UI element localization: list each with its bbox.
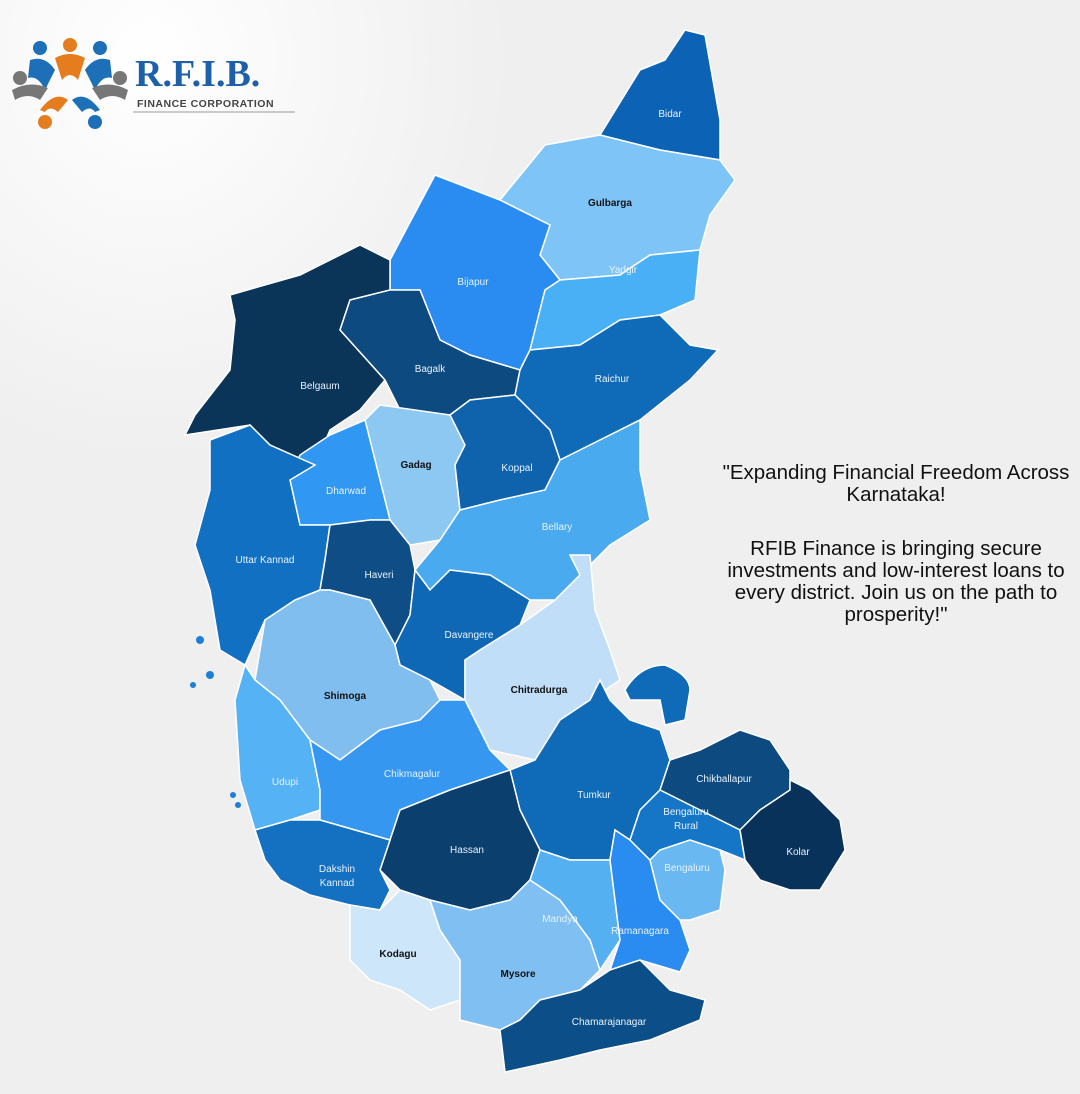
district: [254, 819, 391, 911]
district: [649, 839, 726, 921]
logo-icon: [12, 38, 295, 129]
district-label: Bengaluru: [664, 863, 710, 874]
district-label: Shimoga: [323, 691, 367, 702]
district: [499, 959, 706, 1073]
district: [739, 778, 846, 891]
district-label: Uttar Kannad: [235, 555, 295, 566]
district-label: Kodagu: [379, 949, 417, 960]
district-label: Tumkur: [577, 790, 611, 801]
district: [183, 244, 391, 466]
district-label: Bagalk: [414, 364, 446, 375]
district-label: Hassan: [450, 845, 484, 856]
district-label: Chikmagalur: [383, 769, 441, 780]
district-label: Gulbarga: [588, 198, 632, 209]
district-label: Gadag: [400, 460, 432, 471]
district-label: Belgaum: [300, 381, 340, 392]
district: [394, 568, 531, 702]
districts: [183, 29, 846, 1073]
district-label: Mysore: [500, 969, 536, 980]
district-label: Yadgir: [608, 265, 638, 276]
logo-tagline: FINANCE CORPORATION: [137, 98, 274, 110]
district-label: Mandya: [542, 914, 578, 925]
district-label: Bidar: [658, 109, 682, 120]
district-label: Chitradurga: [510, 685, 568, 696]
district-label: Udupi: [271, 777, 299, 788]
islands: [190, 636, 241, 808]
district-label: Chikballapur: [696, 774, 752, 785]
district-label: Bellary: [541, 522, 573, 533]
district-label: Bengaluru Rural: [663, 807, 709, 832]
district-label: Haveri: [364, 570, 394, 581]
logo-name: R.F.I.B.: [135, 53, 260, 95]
district-label: Kolar: [786, 847, 810, 858]
district-label: Koppal: [501, 463, 533, 474]
message-body: RFIB Finance is bringing secure investme…: [727, 537, 1065, 626]
district-label: Dharwad: [325, 486, 367, 497]
district-label: Ramanagara: [611, 926, 669, 937]
district-label: Bijapur: [457, 277, 489, 288]
district-label: Davangere: [444, 630, 494, 641]
district-label: Dakshin Kannad: [318, 864, 356, 889]
district-label: Raichur: [594, 374, 630, 385]
message-headline: "Expanding Financial Freedom Across Karn…: [722, 461, 1070, 506]
district-label: Chamarajanagar: [571, 1017, 647, 1028]
enclave: [624, 664, 691, 726]
